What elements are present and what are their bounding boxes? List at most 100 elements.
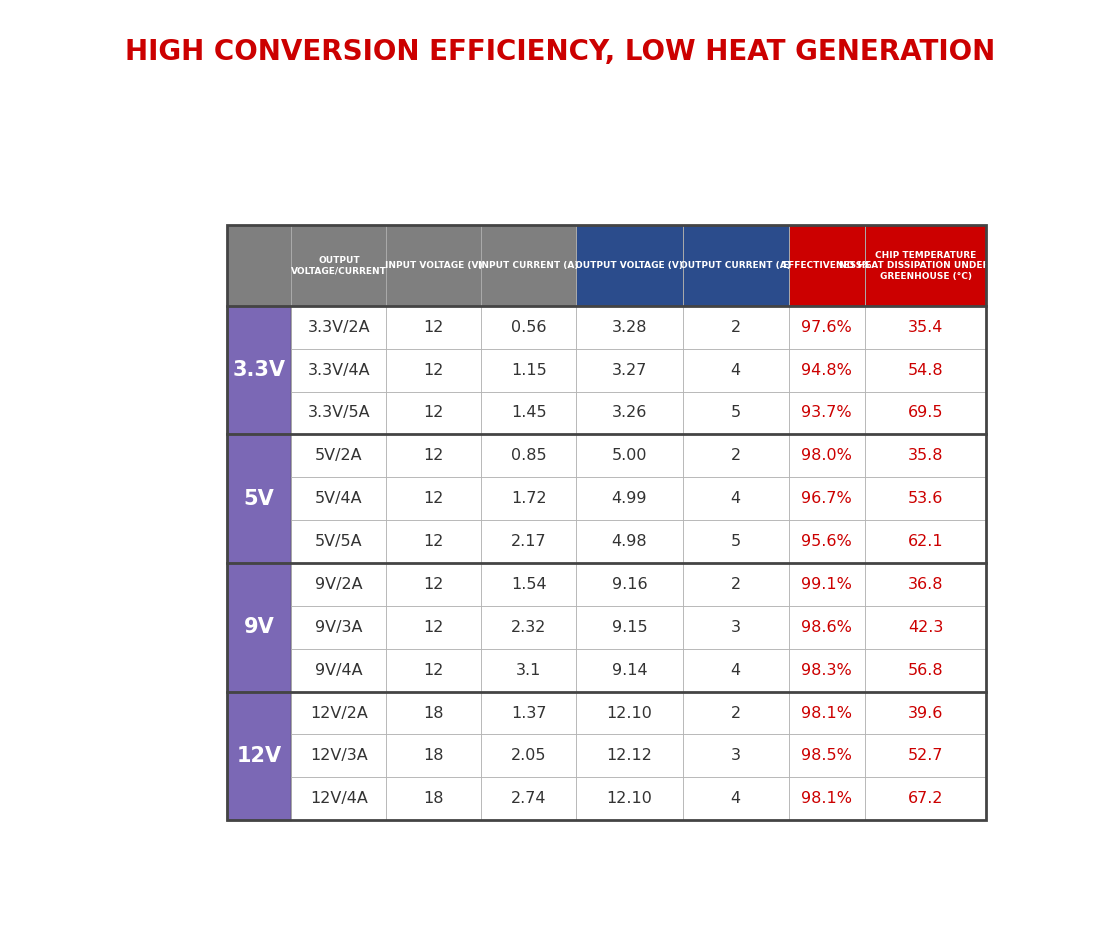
Text: 1.54: 1.54 <box>511 577 547 592</box>
Text: 18: 18 <box>423 706 444 721</box>
Bar <box>788 735 865 777</box>
Text: 1.37: 1.37 <box>511 706 547 721</box>
Text: 99.1%: 99.1% <box>802 577 852 592</box>
Bar <box>482 349 576 392</box>
Bar <box>482 606 576 649</box>
Text: 12: 12 <box>423 620 444 635</box>
Text: 52.7: 52.7 <box>908 749 943 763</box>
Text: 2: 2 <box>730 577 740 592</box>
Bar <box>291 434 386 478</box>
Text: 18: 18 <box>423 749 444 763</box>
Bar <box>291 563 386 606</box>
Text: 98.3%: 98.3% <box>802 662 852 677</box>
Bar <box>576 478 682 520</box>
Text: 98.5%: 98.5% <box>802 749 852 763</box>
Bar <box>865 306 987 349</box>
Bar <box>482 434 576 478</box>
Bar <box>576 349 682 392</box>
Text: OUTPUT CURRENT (A): OUTPUT CURRENT (A) <box>680 261 791 270</box>
Bar <box>682 777 788 820</box>
Bar <box>386 649 482 691</box>
Text: 69.5: 69.5 <box>908 405 943 420</box>
Bar <box>482 306 576 349</box>
Text: 2.32: 2.32 <box>511 620 547 635</box>
Bar <box>682 225 788 306</box>
Text: 94.8%: 94.8% <box>802 363 852 378</box>
Text: 98.0%: 98.0% <box>802 448 852 463</box>
Text: 5V/4A: 5V/4A <box>315 491 363 506</box>
Text: 3.3V/2A: 3.3V/2A <box>308 319 370 334</box>
Text: 3.27: 3.27 <box>612 363 647 378</box>
Bar <box>682 735 788 777</box>
Bar <box>576 392 682 434</box>
Text: 98.1%: 98.1% <box>801 706 852 721</box>
Text: 9V/4A: 9V/4A <box>315 662 363 677</box>
Text: 5V/2A: 5V/2A <box>315 448 363 463</box>
Text: 4.99: 4.99 <box>612 491 647 506</box>
Text: 1.45: 1.45 <box>511 405 547 420</box>
Text: 2: 2 <box>730 448 740 463</box>
Text: 62.1: 62.1 <box>907 534 943 549</box>
Bar <box>682 349 788 392</box>
Bar <box>788 349 865 392</box>
Bar <box>865 777 987 820</box>
Text: 18: 18 <box>423 791 444 806</box>
Text: 3.26: 3.26 <box>612 405 647 420</box>
Text: EFFECTIVENESS%: EFFECTIVENESS% <box>782 261 871 270</box>
Text: 12V/4A: 12V/4A <box>310 791 367 806</box>
Text: 12V: 12V <box>236 746 281 766</box>
Bar <box>865 225 987 306</box>
Text: 54.8: 54.8 <box>907 363 943 378</box>
Bar <box>865 606 987 649</box>
Text: 3: 3 <box>730 620 740 635</box>
Bar <box>576 563 682 606</box>
Text: 1.72: 1.72 <box>511 491 547 506</box>
Text: 3: 3 <box>730 749 740 763</box>
Text: 12: 12 <box>423 491 444 506</box>
Text: 12.12: 12.12 <box>606 749 652 763</box>
Bar <box>386 520 482 563</box>
Text: 12: 12 <box>423 363 444 378</box>
Text: 35.4: 35.4 <box>908 319 943 334</box>
Text: 3.3V/4A: 3.3V/4A <box>308 363 370 378</box>
Bar <box>482 735 576 777</box>
Text: 0.85: 0.85 <box>511 448 547 463</box>
Text: 5: 5 <box>730 405 740 420</box>
Text: 1.15: 1.15 <box>511 363 547 378</box>
Bar <box>482 225 576 306</box>
Bar <box>788 306 865 349</box>
Bar <box>291 735 386 777</box>
Bar <box>788 777 865 820</box>
Bar <box>576 520 682 563</box>
Bar <box>482 691 576 735</box>
Bar <box>386 392 482 434</box>
Bar <box>482 777 576 820</box>
Text: INPUT VOLTAGE (V): INPUT VOLTAGE (V) <box>385 261 483 270</box>
Bar <box>865 649 987 691</box>
Bar <box>682 434 788 478</box>
Text: 4: 4 <box>730 791 740 806</box>
Bar <box>865 691 987 735</box>
Bar <box>682 478 788 520</box>
Bar <box>682 563 788 606</box>
Text: 12V/2A: 12V/2A <box>310 706 367 721</box>
Bar <box>576 306 682 349</box>
Text: 5V/5A: 5V/5A <box>315 534 363 549</box>
Text: 98.6%: 98.6% <box>802 620 852 635</box>
Bar <box>226 434 291 563</box>
Bar <box>576 649 682 691</box>
Bar <box>386 606 482 649</box>
Text: 97.6%: 97.6% <box>802 319 852 334</box>
Bar <box>682 606 788 649</box>
Bar <box>226 306 291 434</box>
Bar <box>788 691 865 735</box>
Bar <box>291 649 386 691</box>
Text: 2.74: 2.74 <box>511 791 547 806</box>
Bar <box>291 478 386 520</box>
Text: 12.10: 12.10 <box>606 706 652 721</box>
Bar <box>386 691 482 735</box>
Bar <box>788 392 865 434</box>
Text: 36.8: 36.8 <box>908 577 943 592</box>
Bar <box>291 392 386 434</box>
Bar <box>865 520 987 563</box>
